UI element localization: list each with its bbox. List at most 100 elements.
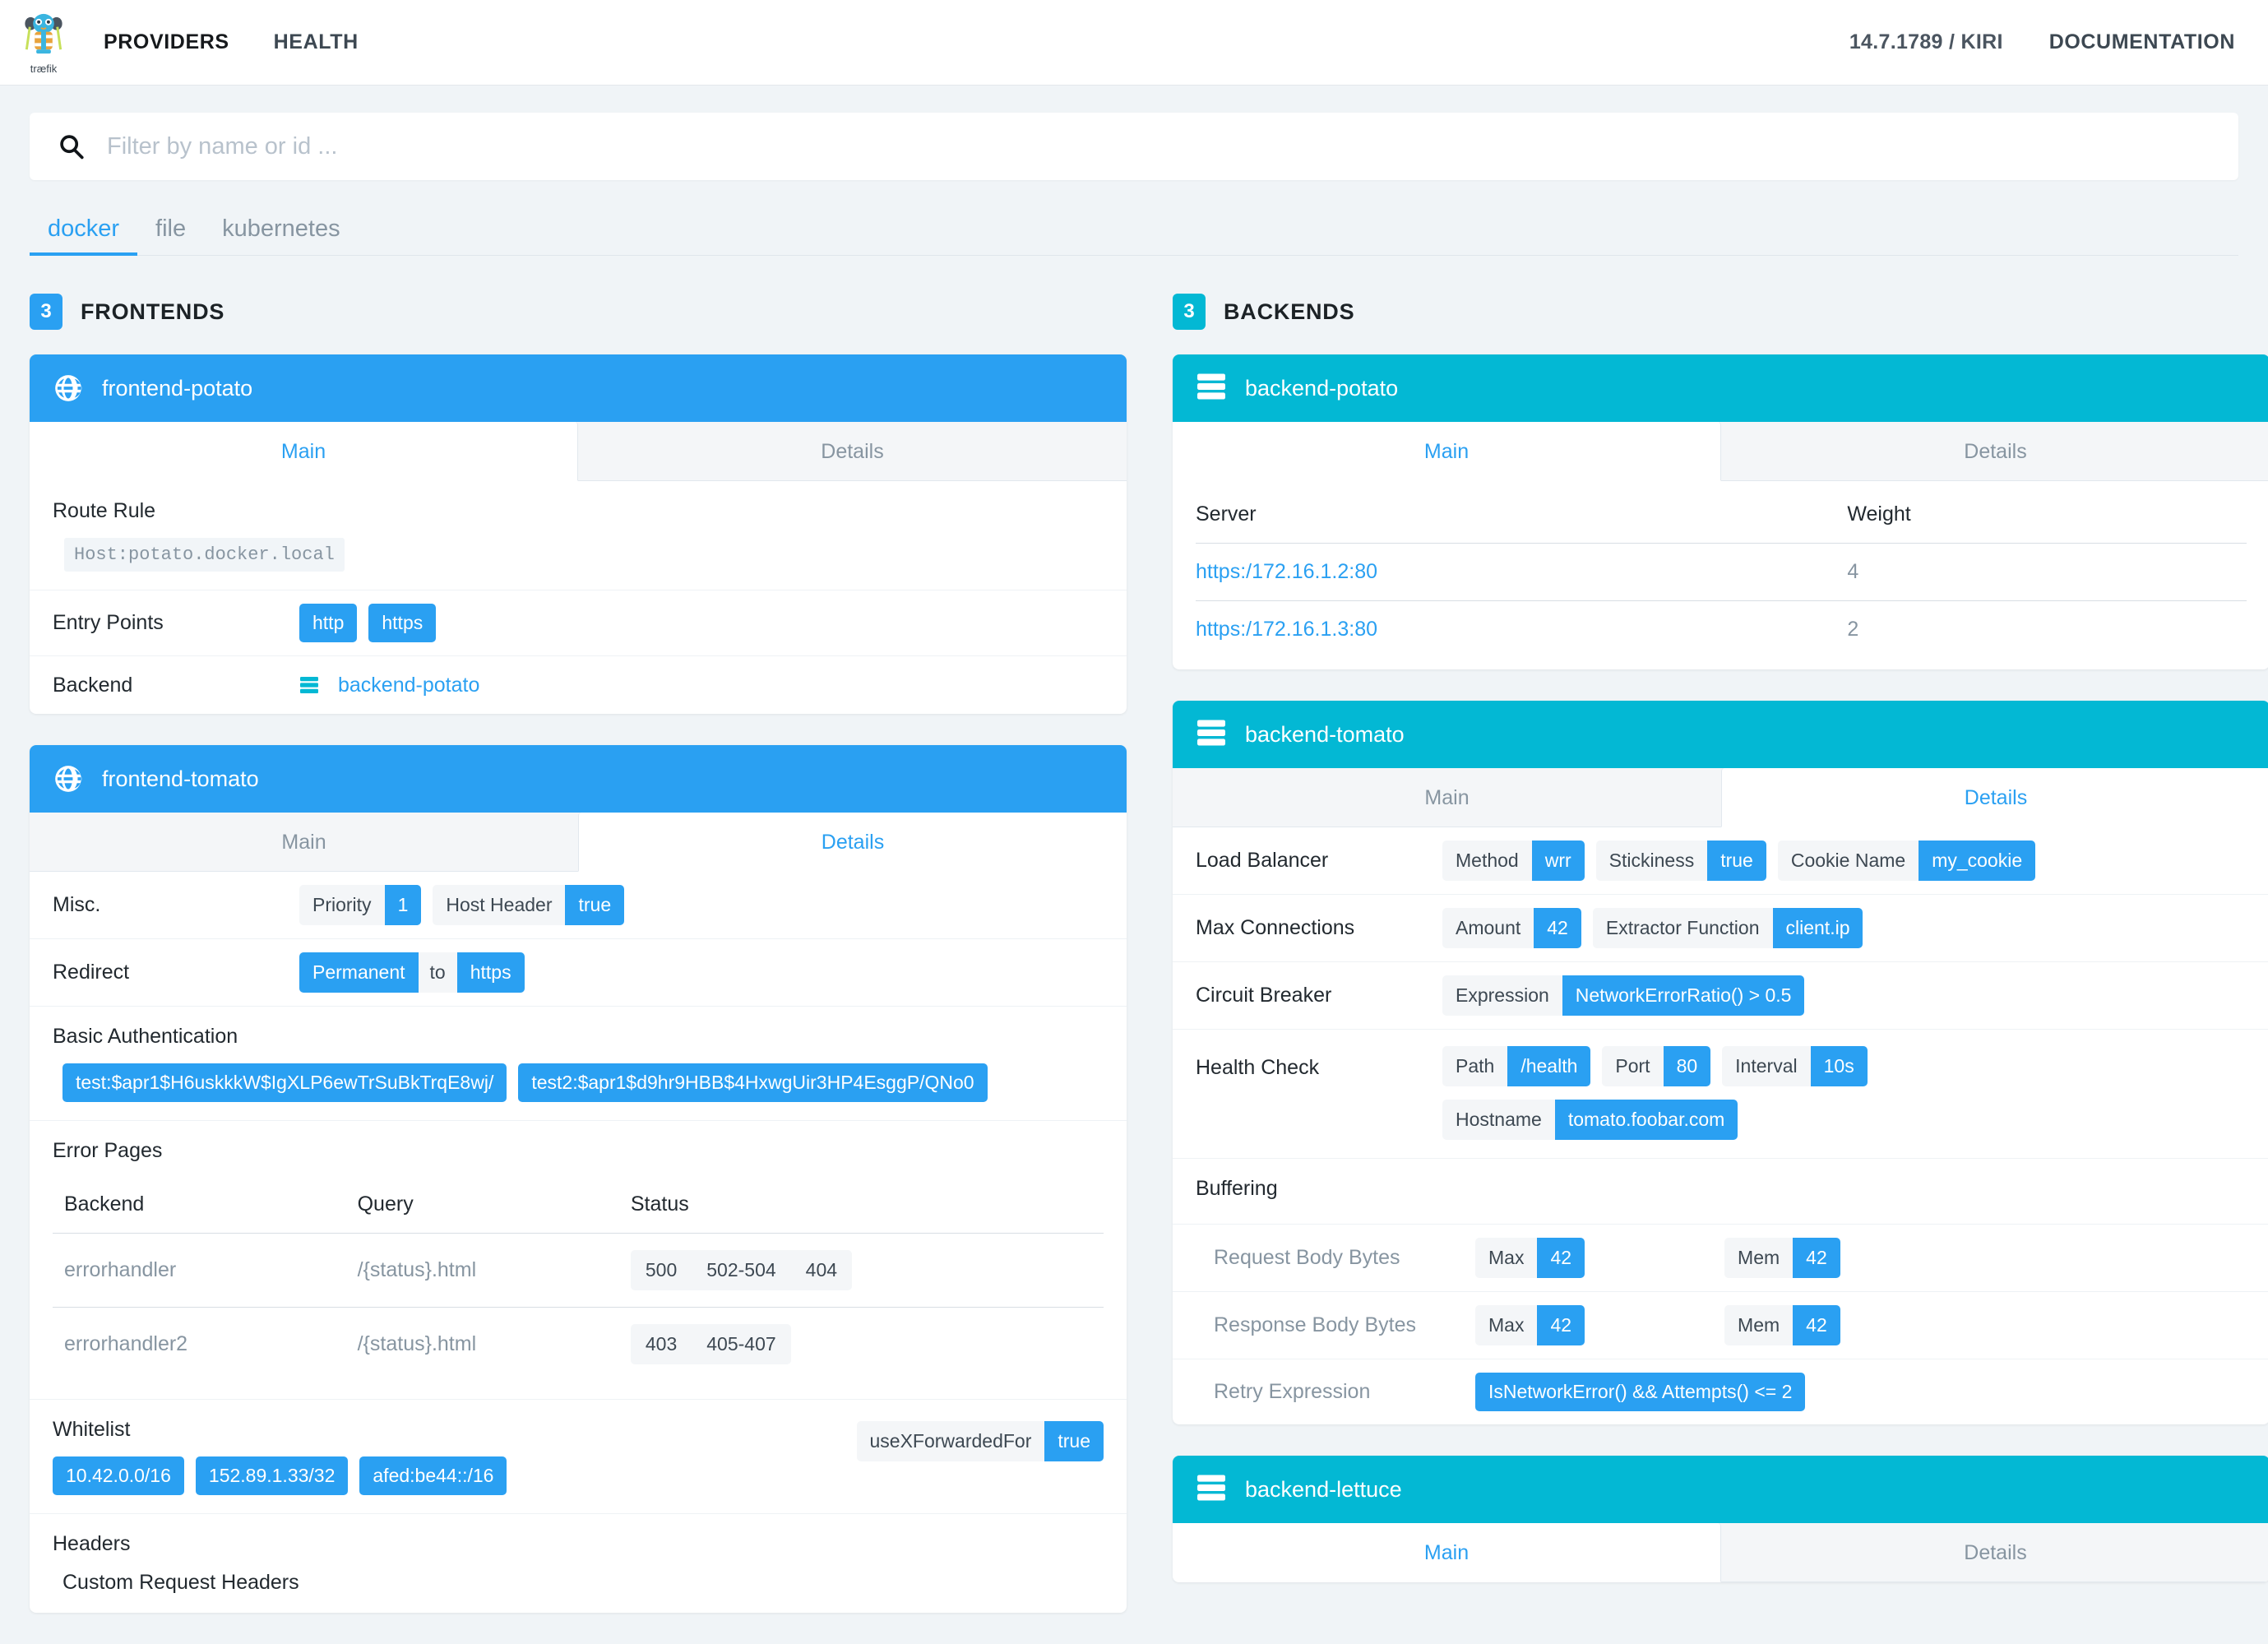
health-check-values: Path /health Port 80 Interval 10s xyxy=(1442,1046,1868,1140)
lb-stickiness: Stickiness true xyxy=(1595,841,1766,881)
backends-count-badge: 3 xyxy=(1173,294,1206,330)
hc-interval-key: Interval xyxy=(1722,1046,1811,1086)
maxconn-extractor: Extractor Function client.ip xyxy=(1592,908,1863,948)
server-stack-icon xyxy=(1196,719,1227,750)
col-query: Query xyxy=(357,1178,631,1234)
buffering-label: Buffering xyxy=(1196,1177,1278,1200)
cell-server: https:/172.16.1.3:80 xyxy=(1196,601,1847,659)
redirect-values: Permanent to https xyxy=(299,952,525,993)
basic-auth-entry: test2:$apr1$d9hr9HBB$4HxwgUir3HP4EsggP/Q… xyxy=(518,1063,988,1102)
load-balancer-row: Load Balancer Method wrr Stickiness true xyxy=(1173,827,2268,895)
tab-details[interactable]: Details xyxy=(1721,768,2268,827)
status-badge: 403 xyxy=(645,1333,678,1355)
tab-details[interactable]: Details xyxy=(578,422,1127,481)
server-link[interactable]: https:/172.16.1.3:80 xyxy=(1196,618,1378,641)
tab-main[interactable]: Main xyxy=(1173,768,1721,827)
cell-query: /{status}.html xyxy=(357,1233,631,1308)
load-balancer-values: Method wrr Stickiness true Cookie Name m… xyxy=(1442,841,2036,881)
frontend-card-header: frontend-tomato xyxy=(30,745,1127,813)
max-connections-label: Max Connections xyxy=(1196,916,1355,939)
tab-main[interactable]: Main xyxy=(30,813,578,872)
backend-card-potato: backend-potato Main Details Server Weigh… xyxy=(1173,354,2268,669)
table-header-row: Backend Query Status xyxy=(53,1178,1104,1234)
lb-cookie-name-key: Cookie Name xyxy=(1777,841,1919,881)
backend-card-header: backend-tomato xyxy=(1173,701,2268,768)
lb-cookie-name: Cookie Name my_cookie xyxy=(1777,841,2036,881)
table-header-row: Server Weight xyxy=(1196,488,2247,544)
search-icon xyxy=(58,132,86,160)
route-rule-value: Host:potato.docker.local xyxy=(64,538,345,572)
whitelist-chip: 10.42.0.0/16 xyxy=(53,1456,184,1495)
hc-hostname-value: tomato.foobar.com xyxy=(1554,1100,1738,1140)
whitelist-chip: 152.89.1.33/32 xyxy=(195,1456,349,1495)
load-balancer-label: Load Balancer xyxy=(1196,849,1329,872)
search-bar[interactable] xyxy=(30,113,2238,180)
frontends-column: 3 FRONTENDS frontend-potato Main Details xyxy=(30,294,1127,1644)
hc-path: Path /health xyxy=(1442,1046,1591,1086)
provider-tab-file[interactable]: file xyxy=(155,215,187,242)
tab-main[interactable]: Main xyxy=(1173,422,1721,481)
headers-label: Headers xyxy=(53,1532,131,1555)
nav-item-documentation[interactable]: DOCUMENTATION xyxy=(2048,30,2235,53)
nav-item-providers[interactable]: PROVIDERS xyxy=(104,30,229,53)
col-server: Server xyxy=(1196,488,1848,544)
provider-tabs: docker file kubernetes xyxy=(30,205,2238,256)
misc-priority: Priority 1 xyxy=(299,885,422,925)
tab-details[interactable]: Details xyxy=(578,813,1127,872)
status-badge: 502-504 xyxy=(706,1259,776,1280)
hc-hostname-key: Hostname xyxy=(1442,1100,1555,1140)
version-label: 14.7.1789 / KIRI xyxy=(1849,30,2003,53)
cell-server: https:/172.16.1.2:80 xyxy=(1196,543,1848,601)
cell-backend: errorhandler xyxy=(53,1233,358,1308)
maxconn-amount: Amount 42 xyxy=(1442,908,1581,948)
lb-method-value: wrr xyxy=(1531,841,1585,881)
backend-lettuce-tabs: Main Details xyxy=(1173,1523,2268,1582)
provider-tab-kubernetes[interactable]: kubernetes xyxy=(222,215,340,242)
globe-icon xyxy=(53,763,84,794)
tab-details[interactable]: Details xyxy=(1721,1523,2268,1582)
route-rule-label: Route Rule xyxy=(53,499,156,522)
nav-item-health[interactable]: HEALTH xyxy=(273,30,359,53)
col-status: Status xyxy=(630,1178,1104,1234)
res-max-value: 42 xyxy=(1537,1305,1585,1345)
status-badge-group: 500 502-504 404 xyxy=(630,1250,853,1290)
backend-name: backend-tomato xyxy=(1245,721,1405,747)
frontend-potato-main-panel: Route Rule Host:potato.docker.local Entr… xyxy=(30,481,1127,714)
response-body-bytes-values: Max 42 Mem 42 xyxy=(1475,1305,1840,1345)
req-mem: Mem 42 xyxy=(1724,1238,1840,1278)
tab-main[interactable]: Main xyxy=(1173,1523,1721,1582)
backend-link[interactable]: backend-potato xyxy=(338,673,480,697)
backend-row: Backend backend-potato xyxy=(30,656,1127,714)
logo-wordmark: træfik xyxy=(30,62,58,75)
hc-interval: Interval 10s xyxy=(1722,1046,1868,1086)
health-check-line-1: Path /health Port 80 Interval 10s xyxy=(1442,1046,1868,1086)
whitelist-option-value: true xyxy=(1044,1421,1104,1461)
nav-links: PROVIDERS HEALTH xyxy=(104,30,359,54)
misc-priority-value: 1 xyxy=(384,885,422,925)
hc-port-key: Port xyxy=(1602,1046,1664,1086)
globe-icon xyxy=(53,373,84,404)
response-body-bytes-label: Response Body Bytes xyxy=(1214,1313,1416,1336)
search-input[interactable] xyxy=(107,132,2210,160)
servers-table: Server Weight https:/172.16.1.2:80 4 xyxy=(1196,488,2247,658)
circuit-breaker-row: Circuit Breaker Expression NetworkErrorR… xyxy=(1173,962,2268,1030)
tab-details[interactable]: Details xyxy=(1721,422,2268,481)
req-mem-key: Mem xyxy=(1724,1238,1794,1278)
cb-expression-key: Expression xyxy=(1442,975,1562,1016)
server-link[interactable]: https:/172.16.1.2:80 xyxy=(1196,560,1378,583)
res-mem-key: Mem xyxy=(1724,1305,1794,1345)
backend-card-lettuce: backend-lettuce Main Details xyxy=(1173,1456,2268,1582)
whitelist-block: Whitelist 10.42.0.0/16 152.89.1.33/32 af… xyxy=(30,1400,1127,1514)
frontend-name: frontend-potato xyxy=(102,375,253,401)
traefik-logo[interactable]: træfik xyxy=(18,11,69,75)
tab-main[interactable]: Main xyxy=(30,422,578,481)
provider-tab-docker[interactable]: docker xyxy=(30,217,138,256)
req-max: Max 42 xyxy=(1475,1238,1585,1278)
maxconn-extractor-key: Extractor Function xyxy=(1592,908,1773,948)
health-check-line-2: Hostname tomato.foobar.com xyxy=(1442,1100,1868,1140)
misc-host-header: Host Header true xyxy=(433,885,625,925)
frontend-name: frontend-tomato xyxy=(102,766,259,791)
req-max-key: Max xyxy=(1475,1238,1538,1278)
request-body-bytes-label: Request Body Bytes xyxy=(1214,1246,1400,1269)
cell-query: /{status}.html xyxy=(357,1332,477,1355)
